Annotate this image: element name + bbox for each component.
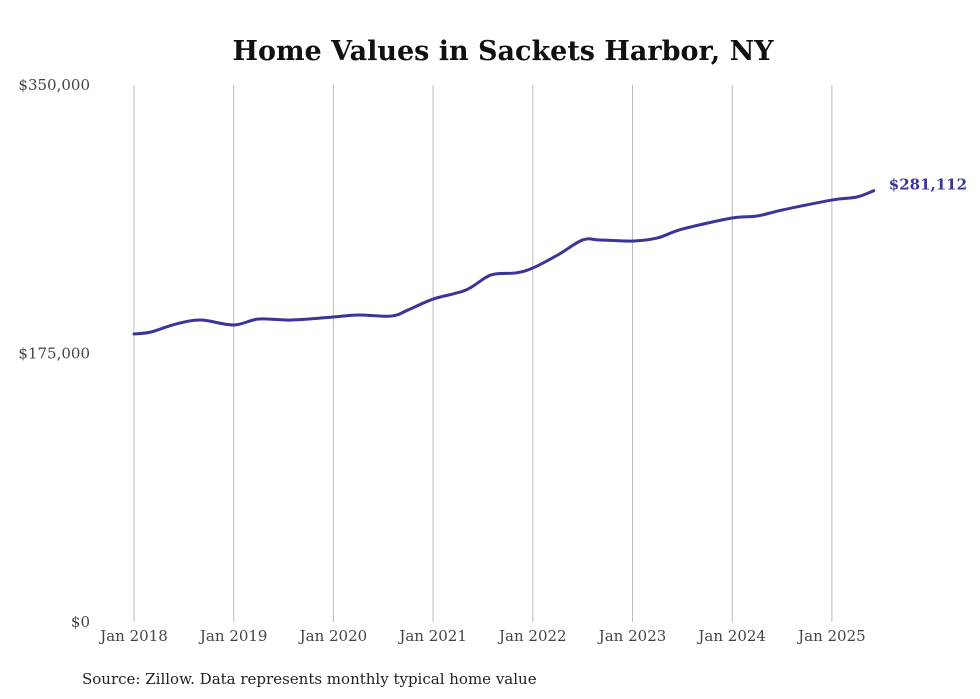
x-tick-label: Jan 2024 [696,627,766,645]
x-tick-label: Jan 2022 [497,627,567,645]
series-line [132,189,876,336]
y-tick-label: $175,000 [18,345,90,363]
x-tick-label: Jan 2021 [397,627,467,645]
x-tick-label: Jan 2023 [597,627,667,645]
x-tick-label: Jan 2020 [298,627,368,645]
x-tick-label: Jan 2018 [98,627,168,645]
source-note: Source: Zillow. Data represents monthly … [82,670,537,688]
chart-title: Home Values in Sackets Harbor, NY [232,36,774,67]
x-tick-label: Jan 2025 [796,627,866,645]
y-tick-label: $0 [71,613,90,631]
end-value-label: $281,112 [889,176,967,194]
y-tick-label: $350,000 [18,76,90,94]
x-tick-label: Jan 2019 [198,627,268,645]
